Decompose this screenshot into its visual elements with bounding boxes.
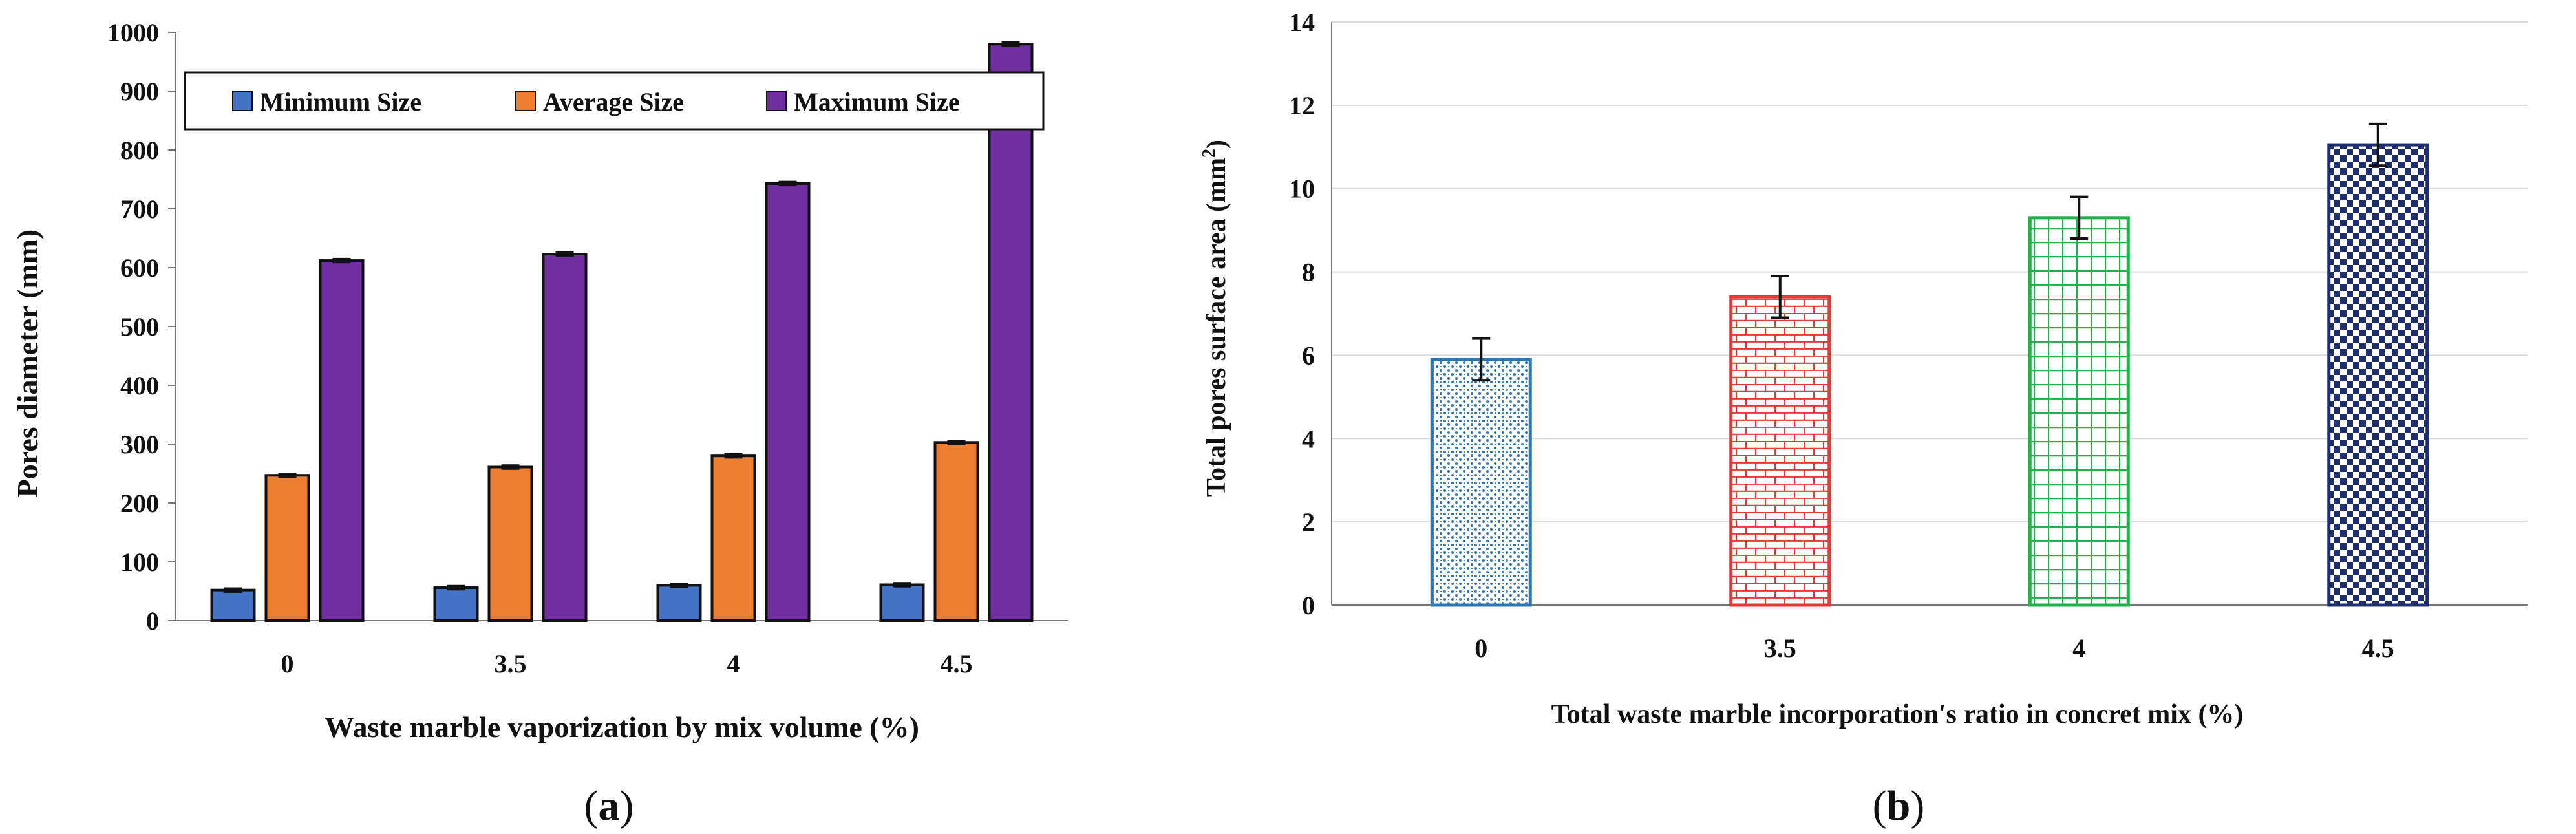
legend-label-average: Average Size <box>543 87 684 116</box>
chart-a-y-tick-label: 600 <box>120 253 159 283</box>
chart-b-y-tick-label: 0 <box>1302 591 1315 620</box>
chart-b-bar-0 <box>1430 358 1532 607</box>
chart-b-y-tick-label: 2 <box>1302 508 1315 537</box>
chart-a-legend: Minimum Size Average Size Maximum Size <box>184 71 1045 131</box>
chart-a-y-tick-label: 900 <box>120 77 159 106</box>
chart-b-x-tick-label: 4.5 <box>2362 634 2394 663</box>
chart-b-y-tick-label: 12 <box>1289 91 1315 120</box>
chart-a-y-tick-label: 700 <box>120 195 159 224</box>
chart-a-y-axis-title: Pores diameter (mm) <box>11 230 44 498</box>
chart-a-bar-minimum-size <box>879 583 925 622</box>
chart-a-bars <box>210 41 1034 623</box>
chart-a-x-axis-title: Waste marble vaporization by mix volume … <box>325 711 919 743</box>
chart-b-bar-3-5 <box>1729 295 1831 607</box>
chart-b-y-title-sup: 2 <box>1199 149 1219 158</box>
chart-a-error-bar <box>332 257 351 264</box>
chart-b-x-tick-label: 3.5 <box>1764 634 1796 663</box>
chart-a-panel-label: (a) <box>584 782 634 829</box>
chart-a-x-tick-label: 3.5 <box>495 649 527 678</box>
chart-b-x-tick-label: 0 <box>1474 634 1487 663</box>
chart-a-bar-average-size <box>487 465 533 622</box>
chart-b-panel-letter: b <box>1887 782 1911 829</box>
chart-a-y-tick-label: 0 <box>146 606 159 636</box>
chart-a-bar-average-size <box>710 454 756 623</box>
chart-b-surface-area: 0 2 4 6 8 10 12 14 0 3.5 4 4.5 Total waste marble i… <box>1199 8 2528 829</box>
chart-b-y-tick-label: 10 <box>1289 175 1315 204</box>
chart-a-error-bar <box>278 473 297 478</box>
legend-swatch-maximum <box>766 91 787 111</box>
chart-b-error-bar <box>2070 195 2089 241</box>
chart-b-error-bar <box>1472 337 1491 382</box>
chart-a-axes: 0 100 200 300 400 500 600 700 800 900 1000 0 3.5 4 4.5 <box>107 18 1068 678</box>
chart-a-y-tick-label: 800 <box>120 136 159 165</box>
chart-a-bar-minimum-size <box>656 584 702 623</box>
chart-a-pore-diameter: 0 100 200 300 400 500 600 700 800 900 1000 0 3.5 4 4.5… <box>11 18 1068 829</box>
chart-b-error-bar <box>1771 275 1789 319</box>
chart-a-y-tick-label: 1000 <box>107 18 159 47</box>
legend-label-minimum: Minimum Size <box>260 87 421 116</box>
chart-b-bar-4-5 <box>2327 143 2429 607</box>
chart-a-error-bar <box>501 464 520 470</box>
chart-a-y-tick-label: 300 <box>120 430 159 459</box>
chart-a-error-bar <box>1001 41 1020 47</box>
chart-b-y-tick-label: 4 <box>1302 424 1315 453</box>
chart-b-bars <box>1430 122 2429 607</box>
chart-b-bar-4 <box>2028 216 2130 607</box>
legend-swatch-average <box>515 91 536 111</box>
chart-a-error-bar <box>447 584 465 591</box>
legend-swatch-minimum <box>232 91 253 111</box>
chart-b-x-tick-label: 4 <box>2072 634 2085 663</box>
chart-a-y-tick-label: 500 <box>120 312 159 341</box>
chart-a-error-bar <box>893 582 911 588</box>
chart-a-error-bar <box>778 180 797 187</box>
chart-a-x-tick-label: 4.5 <box>941 649 973 678</box>
chart-a-error-bar <box>224 587 242 593</box>
chart-b-y-tick-label: 6 <box>1302 341 1315 370</box>
chart-a-x-tick-label: 4 <box>727 649 740 678</box>
chart-a-x-tick-label: 0 <box>281 649 294 678</box>
chart-b-y-title-main: Total pores surface area (mm <box>1202 158 1231 497</box>
chart-a-y-tick-label: 400 <box>120 371 159 400</box>
chart-b-y-tick-label: 14 <box>1289 8 1315 37</box>
chart-b-y-tick-label: 8 <box>1302 258 1315 287</box>
chart-a-bar-maximum-size <box>988 43 1034 622</box>
legend-frame <box>184 71 1045 131</box>
chart-a-bar-maximum-size <box>542 253 588 622</box>
chart-b-y-axis-title: Total pores surface area (mm2) <box>1199 140 1231 497</box>
chart-a-bar-average-size <box>933 441 979 623</box>
chart-a-bar-maximum-size <box>319 259 365 622</box>
chart-b-error-bar <box>2368 122 2387 167</box>
chart-b-y-title-end: ) <box>1202 140 1231 149</box>
chart-a-error-bar <box>670 583 688 588</box>
chart-a-error-bar <box>947 440 966 445</box>
chart-a-bar-maximum-size <box>765 182 811 622</box>
chart-b-x-axis-title: Total waste marble incorporation's ratio… <box>1551 700 2244 729</box>
chart-a-error-bar <box>555 251 574 257</box>
chart-a-bar-average-size <box>264 474 310 622</box>
chart-a-panel-letter: a <box>599 782 620 829</box>
chart-a-y-tick-label: 200 <box>120 489 159 518</box>
chart-a-y-tick-label: 100 <box>120 548 159 577</box>
chart-a-bar-minimum-size <box>433 586 479 622</box>
chart-b-panel-label: (b) <box>1873 782 1925 829</box>
chart-a-error-bar <box>724 453 743 459</box>
legend-label-maximum: Maximum Size <box>794 87 960 116</box>
chart-a-bar-minimum-size <box>210 588 256 622</box>
